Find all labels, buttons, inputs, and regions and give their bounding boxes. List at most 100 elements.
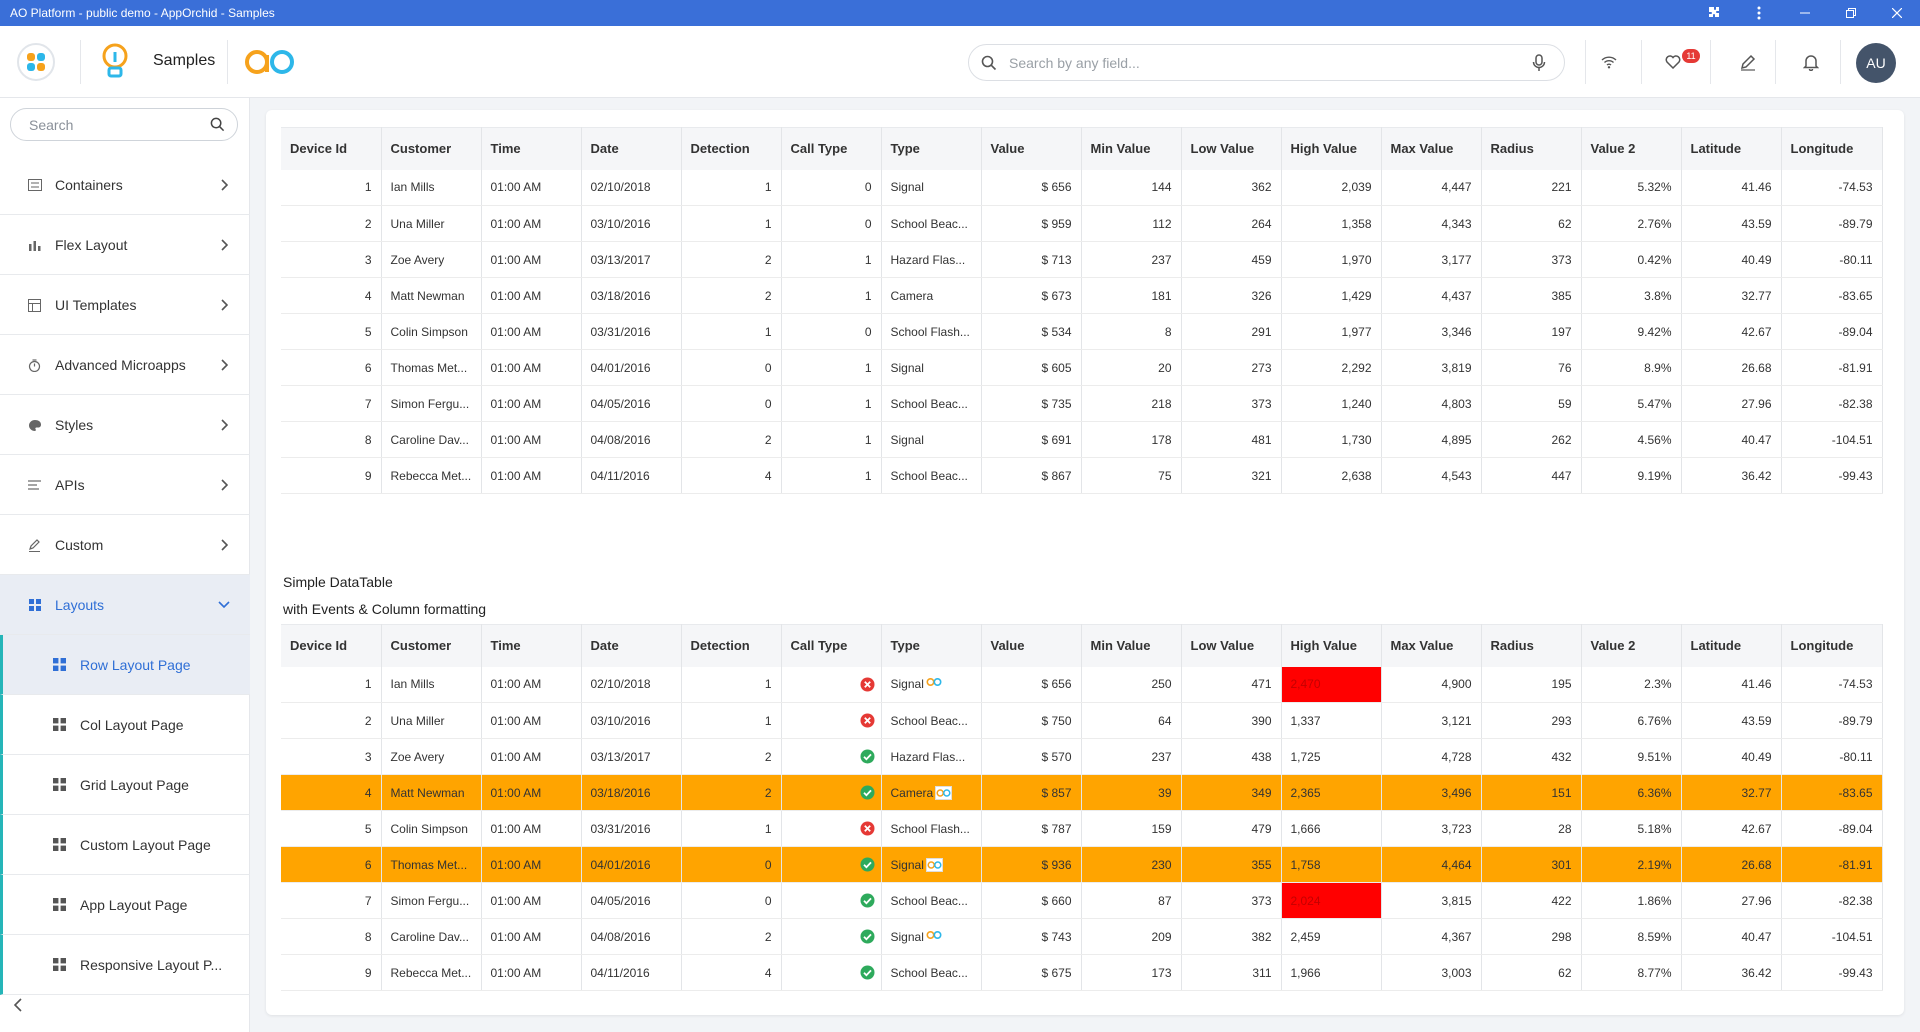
chevron-right-icon bbox=[221, 419, 228, 431]
restore-icon[interactable] bbox=[1828, 0, 1874, 26]
sidebar-subitem-row-layout[interactable]: Row Layout Page bbox=[0, 635, 250, 695]
sidebar-item-layouts[interactable]: Layouts bbox=[0, 575, 250, 635]
minimize-icon[interactable] bbox=[1782, 0, 1828, 26]
column-header[interactable]: High Value bbox=[1281, 624, 1382, 667]
sidebar-subitem-grid-layout[interactable]: Grid Layout Page bbox=[0, 755, 250, 815]
sidebar-item-ui-templates[interactable]: UI Templates bbox=[0, 275, 250, 335]
sidebar-item-containers[interactable]: Containers bbox=[0, 155, 250, 215]
table-cell: 43.59 bbox=[1681, 702, 1782, 739]
sidebar-search-input[interactable] bbox=[29, 116, 199, 133]
column-header[interactable]: Type bbox=[881, 127, 982, 170]
column-header[interactable]: Value bbox=[981, 624, 1082, 667]
column-header[interactable]: Call Type bbox=[781, 127, 882, 170]
table-cell: 2.19% bbox=[1581, 846, 1682, 883]
column-header[interactable]: Low Value bbox=[1181, 624, 1282, 667]
table-row[interactable]: 5 Colin Simpson 01:00 AM 03/31/2016 1 School … bbox=[281, 810, 1883, 847]
table-cell: 03/10/2016 bbox=[581, 205, 682, 242]
table-cell: 1 bbox=[781, 277, 882, 314]
table-row[interactable]: 2 Una Miller 01:00 AM 03/10/2016 1 School Bea… bbox=[281, 702, 1883, 739]
column-header[interactable]: Radius bbox=[1481, 127, 1582, 170]
column-header[interactable]: Date bbox=[581, 127, 682, 170]
column-header[interactable]: Device Id bbox=[281, 624, 382, 667]
table-row[interactable]: 1 Ian Mills 01:00 AM 02/10/2018 1 Signal $ 656… bbox=[281, 666, 1883, 703]
sidebar-item-advanced-microapps[interactable]: Advanced Microapps bbox=[0, 335, 250, 395]
column-header[interactable]: Call Type bbox=[781, 624, 882, 667]
table-row[interactable]: 8 Caroline Dav... 01:00 AM 04/08/2016 2 Signa… bbox=[281, 918, 1883, 955]
column-header[interactable]: Customer bbox=[381, 127, 482, 170]
column-header[interactable]: Latitude bbox=[1681, 127, 1782, 170]
user-avatar[interactable]: AU bbox=[1856, 43, 1896, 83]
table-cell: 04/01/2016 bbox=[581, 846, 682, 883]
column-header[interactable]: Date bbox=[581, 624, 682, 667]
table-cell: $ 867 bbox=[981, 457, 1082, 494]
table-row[interactable]: 9 Rebecca Met... 01:00 AM 04/11/2016 4 1 Schoo… bbox=[281, 457, 1883, 494]
table-cell: 4,728 bbox=[1381, 738, 1482, 775]
column-header[interactable]: Latitude bbox=[1681, 624, 1782, 667]
app-launcher-button[interactable] bbox=[17, 43, 55, 81]
column-header[interactable]: Detection bbox=[681, 624, 782, 667]
table-cell: 01:00 AM bbox=[481, 666, 582, 703]
search-icon[interactable] bbox=[210, 117, 225, 132]
table-row[interactable]: 6 Thomas Met... 01:00 AM 04/01/2016 0 1 Signal… bbox=[281, 349, 1883, 386]
column-header[interactable]: Type bbox=[881, 624, 982, 667]
table-row[interactable]: 2 Una Miller 01:00 AM 03/10/2016 1 0 School Be… bbox=[281, 205, 1883, 242]
sidebar-item-flex-layout[interactable]: Flex Layout bbox=[0, 215, 250, 275]
column-header[interactable]: Value bbox=[981, 127, 1082, 170]
column-header[interactable]: Value 2 bbox=[1581, 624, 1682, 667]
column-header[interactable]: Longitude bbox=[1781, 624, 1883, 667]
sidebar-item-apis[interactable]: APIs bbox=[0, 455, 250, 515]
column-header[interactable]: Value 2 bbox=[1581, 127, 1682, 170]
global-search-input[interactable] bbox=[1009, 54, 1509, 71]
pen-icon[interactable] bbox=[1736, 50, 1760, 74]
column-header[interactable]: Device Id bbox=[281, 127, 382, 170]
column-header[interactable]: Max Value bbox=[1381, 624, 1482, 667]
more-vertical-icon[interactable] bbox=[1736, 0, 1782, 26]
favorites-icon[interactable] bbox=[1661, 50, 1685, 74]
table-cell: 3,815 bbox=[1381, 882, 1482, 919]
column-header[interactable]: Low Value bbox=[1181, 127, 1282, 170]
column-header[interactable]: Time bbox=[481, 624, 582, 667]
sidebar-item-styles[interactable]: Styles bbox=[0, 395, 250, 455]
table-cell: Signal bbox=[881, 666, 982, 703]
column-header[interactable]: Min Value bbox=[1081, 624, 1182, 667]
table-row[interactable]: 7 Simon Fergu... 01:00 AM 04/05/2016 0 School… bbox=[281, 882, 1883, 919]
table-row[interactable]: 4 Matt Newman 01:00 AM 03/18/2016 2 Camera $ 8… bbox=[281, 774, 1883, 811]
column-header[interactable]: Longitude bbox=[1781, 127, 1883, 170]
table-cell: 6.76% bbox=[1581, 702, 1682, 739]
table-cell bbox=[781, 738, 882, 775]
column-header[interactable]: Min Value bbox=[1081, 127, 1182, 170]
table-row[interactable]: 3 Zoe Avery 01:00 AM 03/13/2017 2 Hazard Flas… bbox=[281, 738, 1883, 775]
wifi-icon[interactable] bbox=[1597, 50, 1621, 74]
table-cell: 4,900 bbox=[1381, 666, 1482, 703]
table-row[interactable]: 6 Thomas Met... 01:00 AM 04/01/2016 0 Signal $… bbox=[281, 846, 1883, 883]
column-header[interactable]: High Value bbox=[1281, 127, 1382, 170]
table-cell: 8.9% bbox=[1581, 349, 1682, 386]
sidebar-subitem-app-layout[interactable]: App Layout Page bbox=[0, 875, 250, 935]
table-row[interactable]: 5 Colin Simpson 01:00 AM 03/31/2016 1 0 School… bbox=[281, 313, 1883, 350]
column-header[interactable]: Time bbox=[481, 127, 582, 170]
extensions-icon[interactable] bbox=[1690, 0, 1736, 26]
table-row[interactable]: 7 Simon Fergu... 01:00 AM 04/05/2016 0 1 Schoo… bbox=[281, 385, 1883, 422]
table-row[interactable]: 9 Rebecca Met... 01:00 AM 04/11/2016 4 School… bbox=[281, 954, 1883, 991]
table-cell: $ 936 bbox=[981, 846, 1082, 883]
bell-icon[interactable] bbox=[1799, 50, 1823, 74]
column-header[interactable]: Radius bbox=[1481, 624, 1582, 667]
table-row[interactable]: 3 Zoe Avery 01:00 AM 03/13/2017 2 1 Hazard Fla… bbox=[281, 241, 1883, 278]
sidebar-subitem-responsive-layout[interactable]: Responsive Layout P... bbox=[0, 935, 250, 995]
microphone-icon[interactable] bbox=[1532, 54, 1546, 72]
table-cell: 40.49 bbox=[1681, 241, 1782, 278]
close-window-icon[interactable] bbox=[1874, 0, 1920, 26]
column-header[interactable]: Max Value bbox=[1381, 127, 1482, 170]
table-row[interactable]: 4 Matt Newman 01:00 AM 03/18/2016 2 1 Camera $ … bbox=[281, 277, 1883, 314]
collapse-sidebar-icon[interactable] bbox=[12, 998, 24, 1012]
table-cell: 2,459 bbox=[1281, 918, 1382, 955]
table-cell: -89.79 bbox=[1781, 702, 1883, 739]
sidebar-subitem-col-layout[interactable]: Col Layout Page bbox=[0, 695, 250, 755]
column-header[interactable]: Detection bbox=[681, 127, 782, 170]
sidebar-subitem-custom-layout[interactable]: Custom Layout Page bbox=[0, 815, 250, 875]
sidebar-item-custom[interactable]: Custom bbox=[0, 515, 250, 575]
table-row[interactable]: 1 Ian Mills 01:00 AM 02/10/2018 1 0 Signal $ 65… bbox=[281, 169, 1883, 206]
column-header[interactable]: Customer bbox=[381, 624, 482, 667]
table-row[interactable]: 8 Caroline Dav... 01:00 AM 04/08/2016 2 1 Sign… bbox=[281, 421, 1883, 458]
table-cell: 04/01/2016 bbox=[581, 349, 682, 386]
